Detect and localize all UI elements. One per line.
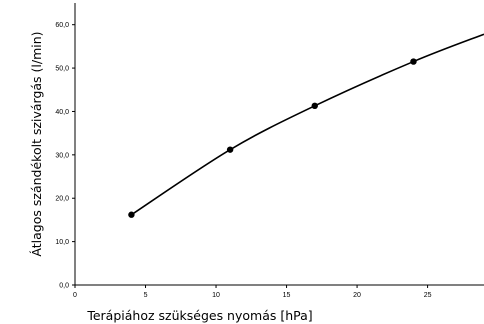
y-tick-label: 20,0 bbox=[55, 196, 69, 203]
y-axis-ticks: 0,0 10,0 20,0 30,0 40,0 50,0 60,0 bbox=[55, 22, 75, 290]
data-points bbox=[128, 58, 417, 218]
y-tick-label: 50,0 bbox=[55, 66, 69, 73]
x-tick-label: 15 bbox=[283, 292, 291, 299]
x-axis-title: Terápiához szükséges nyomás [hPa] bbox=[86, 308, 312, 323]
x-tick-label: 20 bbox=[353, 292, 361, 299]
y-tick-label: 30,0 bbox=[55, 152, 69, 159]
x-tick-label: 25 bbox=[424, 292, 432, 299]
x-tick-label: 5 bbox=[144, 292, 148, 299]
x-axis-ticks: 0 5 10 15 20 25 bbox=[73, 285, 432, 299]
data-point bbox=[226, 146, 234, 153]
y-tick-label: 60,0 bbox=[55, 22, 69, 29]
series-line bbox=[130, 33, 484, 216]
data-point bbox=[311, 102, 318, 110]
y-tick-label: 0,0 bbox=[59, 283, 69, 290]
y-axis-title: Átlagos szándékolt szivárgás (l/min) bbox=[29, 31, 44, 256]
x-tick-label: 10 bbox=[212, 292, 220, 299]
data-point bbox=[128, 211, 135, 218]
y-tick-label: 40,0 bbox=[55, 109, 69, 116]
data-point bbox=[410, 58, 417, 65]
y-tick-label: 10,0 bbox=[55, 239, 69, 246]
x-tick-label: 0 bbox=[73, 292, 77, 299]
